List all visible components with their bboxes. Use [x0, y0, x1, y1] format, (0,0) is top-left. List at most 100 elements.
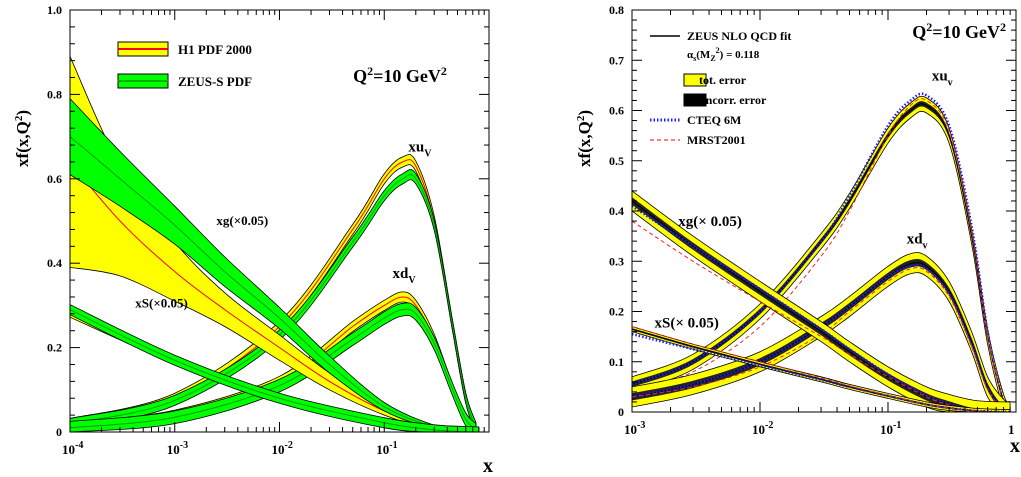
x-tick-exponent: -3 — [637, 420, 645, 431]
y-tick-label: 0.6 — [609, 104, 624, 118]
q2-label-q: Q — [912, 22, 926, 42]
legend-label-alphas: αs(MZ2) = 0.118 — [687, 46, 760, 63]
x-tick-label: 10-1 — [376, 440, 397, 457]
y-axis-title-tail: ) — [13, 110, 32, 116]
annotation-xdv: xdv — [907, 232, 928, 252]
legend-label: ZEUS NLO QCD fit — [687, 29, 791, 43]
x-tick-base: 10 — [272, 442, 285, 457]
annotation-sub: V — [408, 275, 416, 286]
series-xuv-mrst2001 — [632, 98, 1011, 411]
x-tick-label: 10-4 — [62, 440, 83, 457]
y-axis-title-sup: 2 — [13, 115, 25, 121]
q2-label: Q2=10 GeV2 — [353, 64, 447, 86]
y-tick-label: 0.1 — [609, 355, 624, 369]
error-band — [70, 302, 477, 432]
legend: H1 PDF 2000 ZEUS-S PDF — [117, 41, 252, 89]
q2-label-value: =10 GeV — [932, 22, 1000, 42]
alphas-sub: s — [693, 54, 696, 63]
x-tick-base: 10 — [880, 422, 893, 437]
y-tick-label: 0.2 — [47, 341, 62, 355]
legend-swatch — [683, 73, 707, 87]
x-tick-exponent: -1 — [389, 440, 397, 451]
y-tick-label: 0.5 — [609, 154, 624, 168]
y-axis-title-main: xf(x,Q — [575, 121, 594, 167]
alphas-mid-sub: Z — [710, 54, 715, 63]
legend-label: tot. error — [699, 73, 747, 87]
x-tick-base: 10 — [167, 442, 180, 457]
y-tick-label: 0.2 — [609, 305, 624, 319]
error-band — [70, 154, 477, 432]
x-tick-base: 10 — [752, 422, 765, 437]
series-xdv-zeusspdf — [70, 302, 477, 432]
legend-label: MRST2001 — [687, 133, 746, 147]
alphas-value: = 0.118 — [723, 49, 759, 61]
x-tick-label: 10-3 — [167, 440, 188, 457]
plot-frame — [631, 9, 1017, 413]
chart-panel-2: 10-3 10-2 10-1 100.10.20.30.40.50.60.70.8xx… — [575, 3, 1020, 457]
x-tick-exponent: -3 — [180, 440, 188, 451]
annotation-sub: v — [923, 241, 928, 252]
central-curve — [70, 308, 477, 431]
series-xgx005-h1pdf2000 — [70, 56, 479, 432]
y-tick-label: 0.4 — [47, 256, 62, 270]
annotation-xs: xS(×0.05) — [135, 296, 188, 311]
legend-label: CTEQ 6M — [687, 113, 741, 127]
plot-area — [632, 92, 1012, 412]
x-tick-label: 10-2 — [272, 440, 293, 457]
y-tick-label: 0 — [56, 425, 62, 439]
x-tick-base: 10 — [62, 442, 75, 457]
plot-area — [70, 56, 480, 432]
legend-label: ZEUS-S PDF — [178, 74, 252, 89]
y-tick-label: 1.0 — [47, 3, 62, 17]
annotation-sub: V — [424, 148, 432, 159]
alphas-mid-sup: 2 — [716, 46, 720, 55]
legend-label: uncorr. error — [699, 93, 767, 107]
legend-label: H1 PDF 2000 — [178, 42, 252, 57]
y-axis-title-tail: ) — [575, 110, 594, 116]
annotation-base: xd — [907, 232, 924, 248]
y-tick-label: 0.3 — [609, 254, 624, 268]
error-band — [70, 98, 479, 432]
central-curve — [632, 92, 1012, 412]
y-tick-label: 0.6 — [47, 172, 62, 186]
error-band — [632, 190, 1011, 412]
x-tick-label: 1 — [1008, 422, 1015, 437]
uncorr-error-band — [632, 101, 1011, 412]
y-axis-title-sup: 2 — [575, 115, 587, 121]
series-xdv-mrst2001 — [632, 267, 1011, 412]
x-axis-title: x — [1010, 435, 1020, 457]
x-tick-exponent: -1 — [893, 420, 901, 431]
alphas-symbol: α — [687, 49, 694, 61]
annotation-base: xd — [393, 266, 410, 282]
legend-swatch — [683, 93, 707, 107]
error-band — [70, 56, 479, 432]
error-band — [632, 326, 1011, 412]
y-tick-label: 0.7 — [609, 53, 624, 67]
x-tick-exponent: -2 — [765, 420, 773, 431]
annotation-xg: xg(×0.05) — [216, 213, 268, 228]
annotation-xs: xS(× 0.05) — [655, 316, 719, 332]
x-axis-title: x — [483, 455, 493, 477]
x-tick-label: 10-2 — [752, 420, 773, 437]
q2-label-value: =10 GeV — [373, 66, 441, 86]
x-tick-base: 1 — [1008, 422, 1015, 437]
series-xuv-cteq6m — [632, 92, 1012, 412]
alphas-mid: (M — [696, 49, 711, 61]
annotation-base: xu — [408, 139, 424, 155]
y-axis-title: xf(x,Q2) — [575, 110, 594, 167]
q2-label-unit-sup: 2 — [441, 64, 447, 78]
annotation-xuv: xuV — [408, 139, 432, 159]
x-tick-exponent: -4 — [75, 440, 83, 451]
error-band — [70, 169, 477, 432]
y-axis-title-main: xf(x,Q — [13, 121, 32, 167]
q2-label-sup: 2 — [926, 20, 932, 34]
x-tick-label: 10-1 — [880, 420, 901, 437]
central-curve — [632, 98, 1011, 411]
chart-panel-1: 10-4 10-3 10-2 10-100.20.40.60.81.0xxf(x,Q2… — [13, 3, 493, 477]
x-tick-exponent: -2 — [285, 440, 293, 451]
y-tick-label: 0 — [618, 405, 624, 419]
annotation-sub: v — [948, 77, 953, 88]
x-tick-label: 10-3 — [624, 420, 645, 437]
q2-label-q: Q — [353, 66, 367, 86]
